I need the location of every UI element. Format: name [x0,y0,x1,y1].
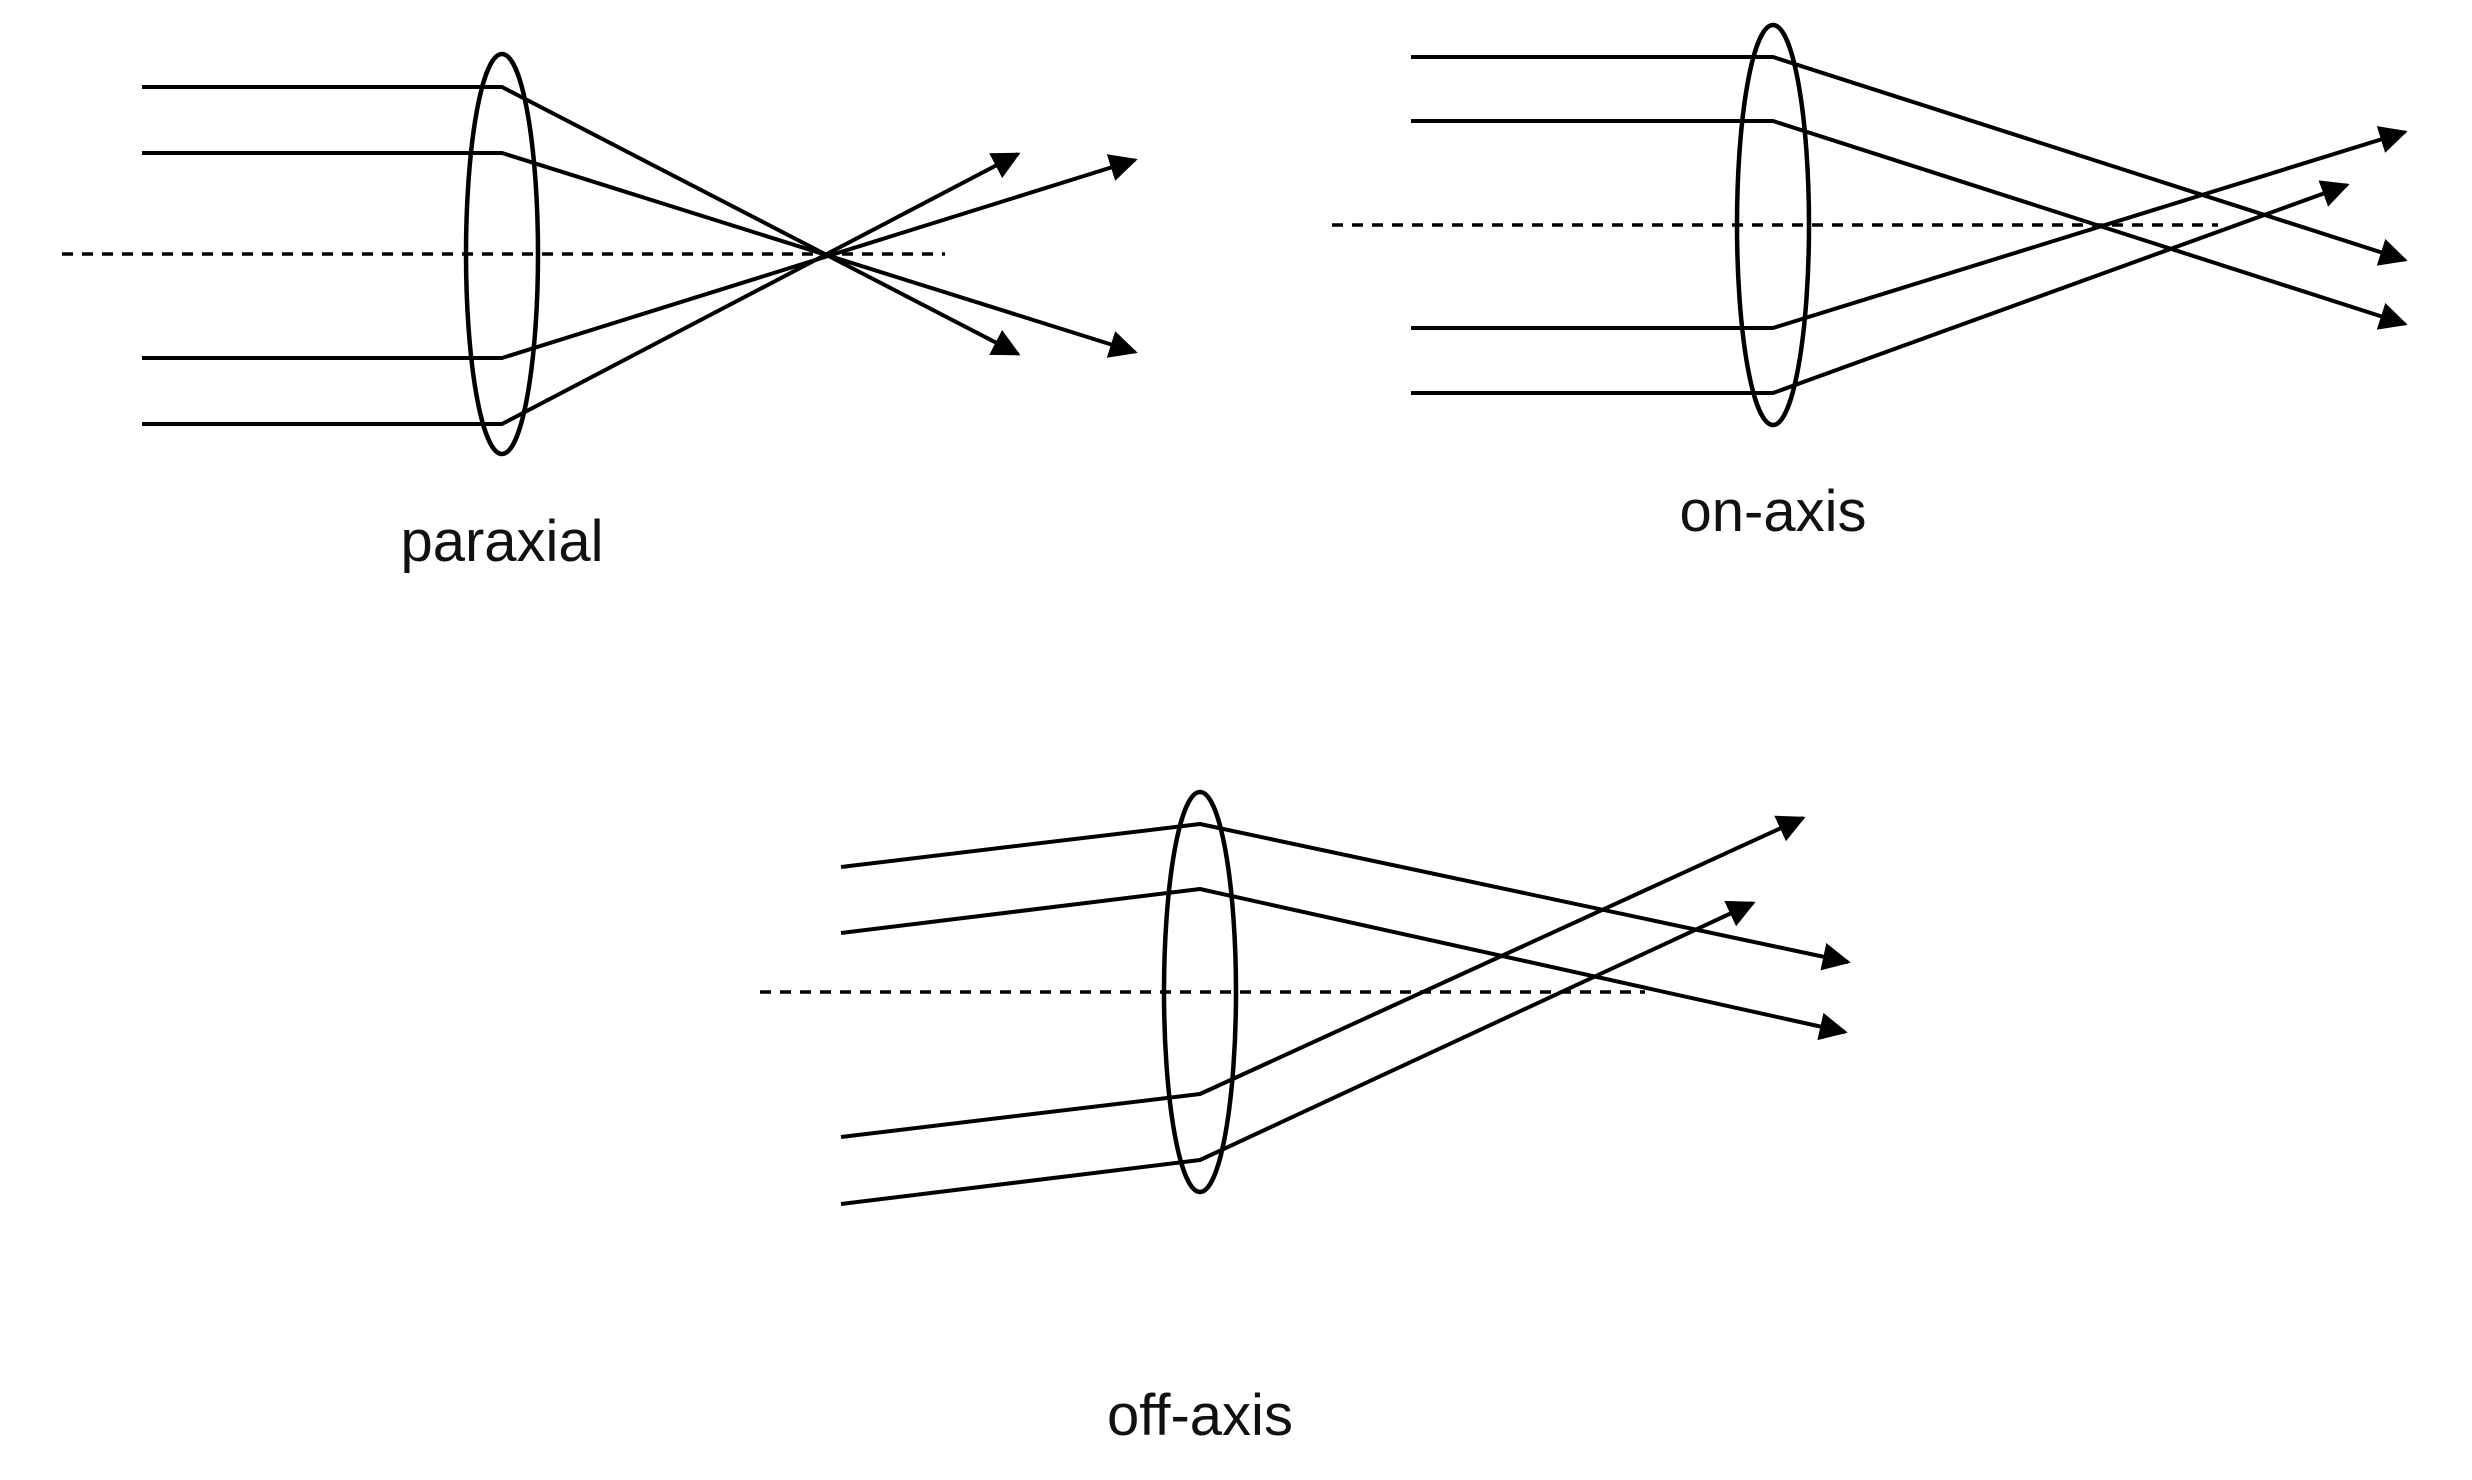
paraxial-lens [463,51,541,457]
off-axis-lens [1161,789,1239,1195]
paraxial-ray-1 [142,85,1021,356]
on-axis-ray-1 [1411,55,2408,266]
paraxial-ray-2 [142,151,1138,358]
on-axis-lens [1734,22,1812,428]
off-axis-ray-4 [840,900,1756,1206]
paraxial-ray-4 [142,152,1021,426]
paraxial-ray-3 [142,154,1138,360]
off-axis-ray-1 [840,822,1851,971]
off-axis-panel: off-axis [760,789,1851,1448]
on-axis-ray-2 [1411,119,2408,330]
off-axis-label: off-axis [1107,1383,1293,1448]
paraxial-label: paraxial [400,509,603,574]
off-axis-ray-2 [840,887,1848,1041]
on-axis-panel: on-axis [1332,22,2408,544]
on-axis-ray-3 [1411,126,2408,330]
on-axis-ray-4 [1411,180,2350,395]
paraxial-panel: paraxial [62,51,1138,574]
off-axis-ray-3 [840,815,1806,1139]
on-axis-label: on-axis [1680,479,1867,544]
